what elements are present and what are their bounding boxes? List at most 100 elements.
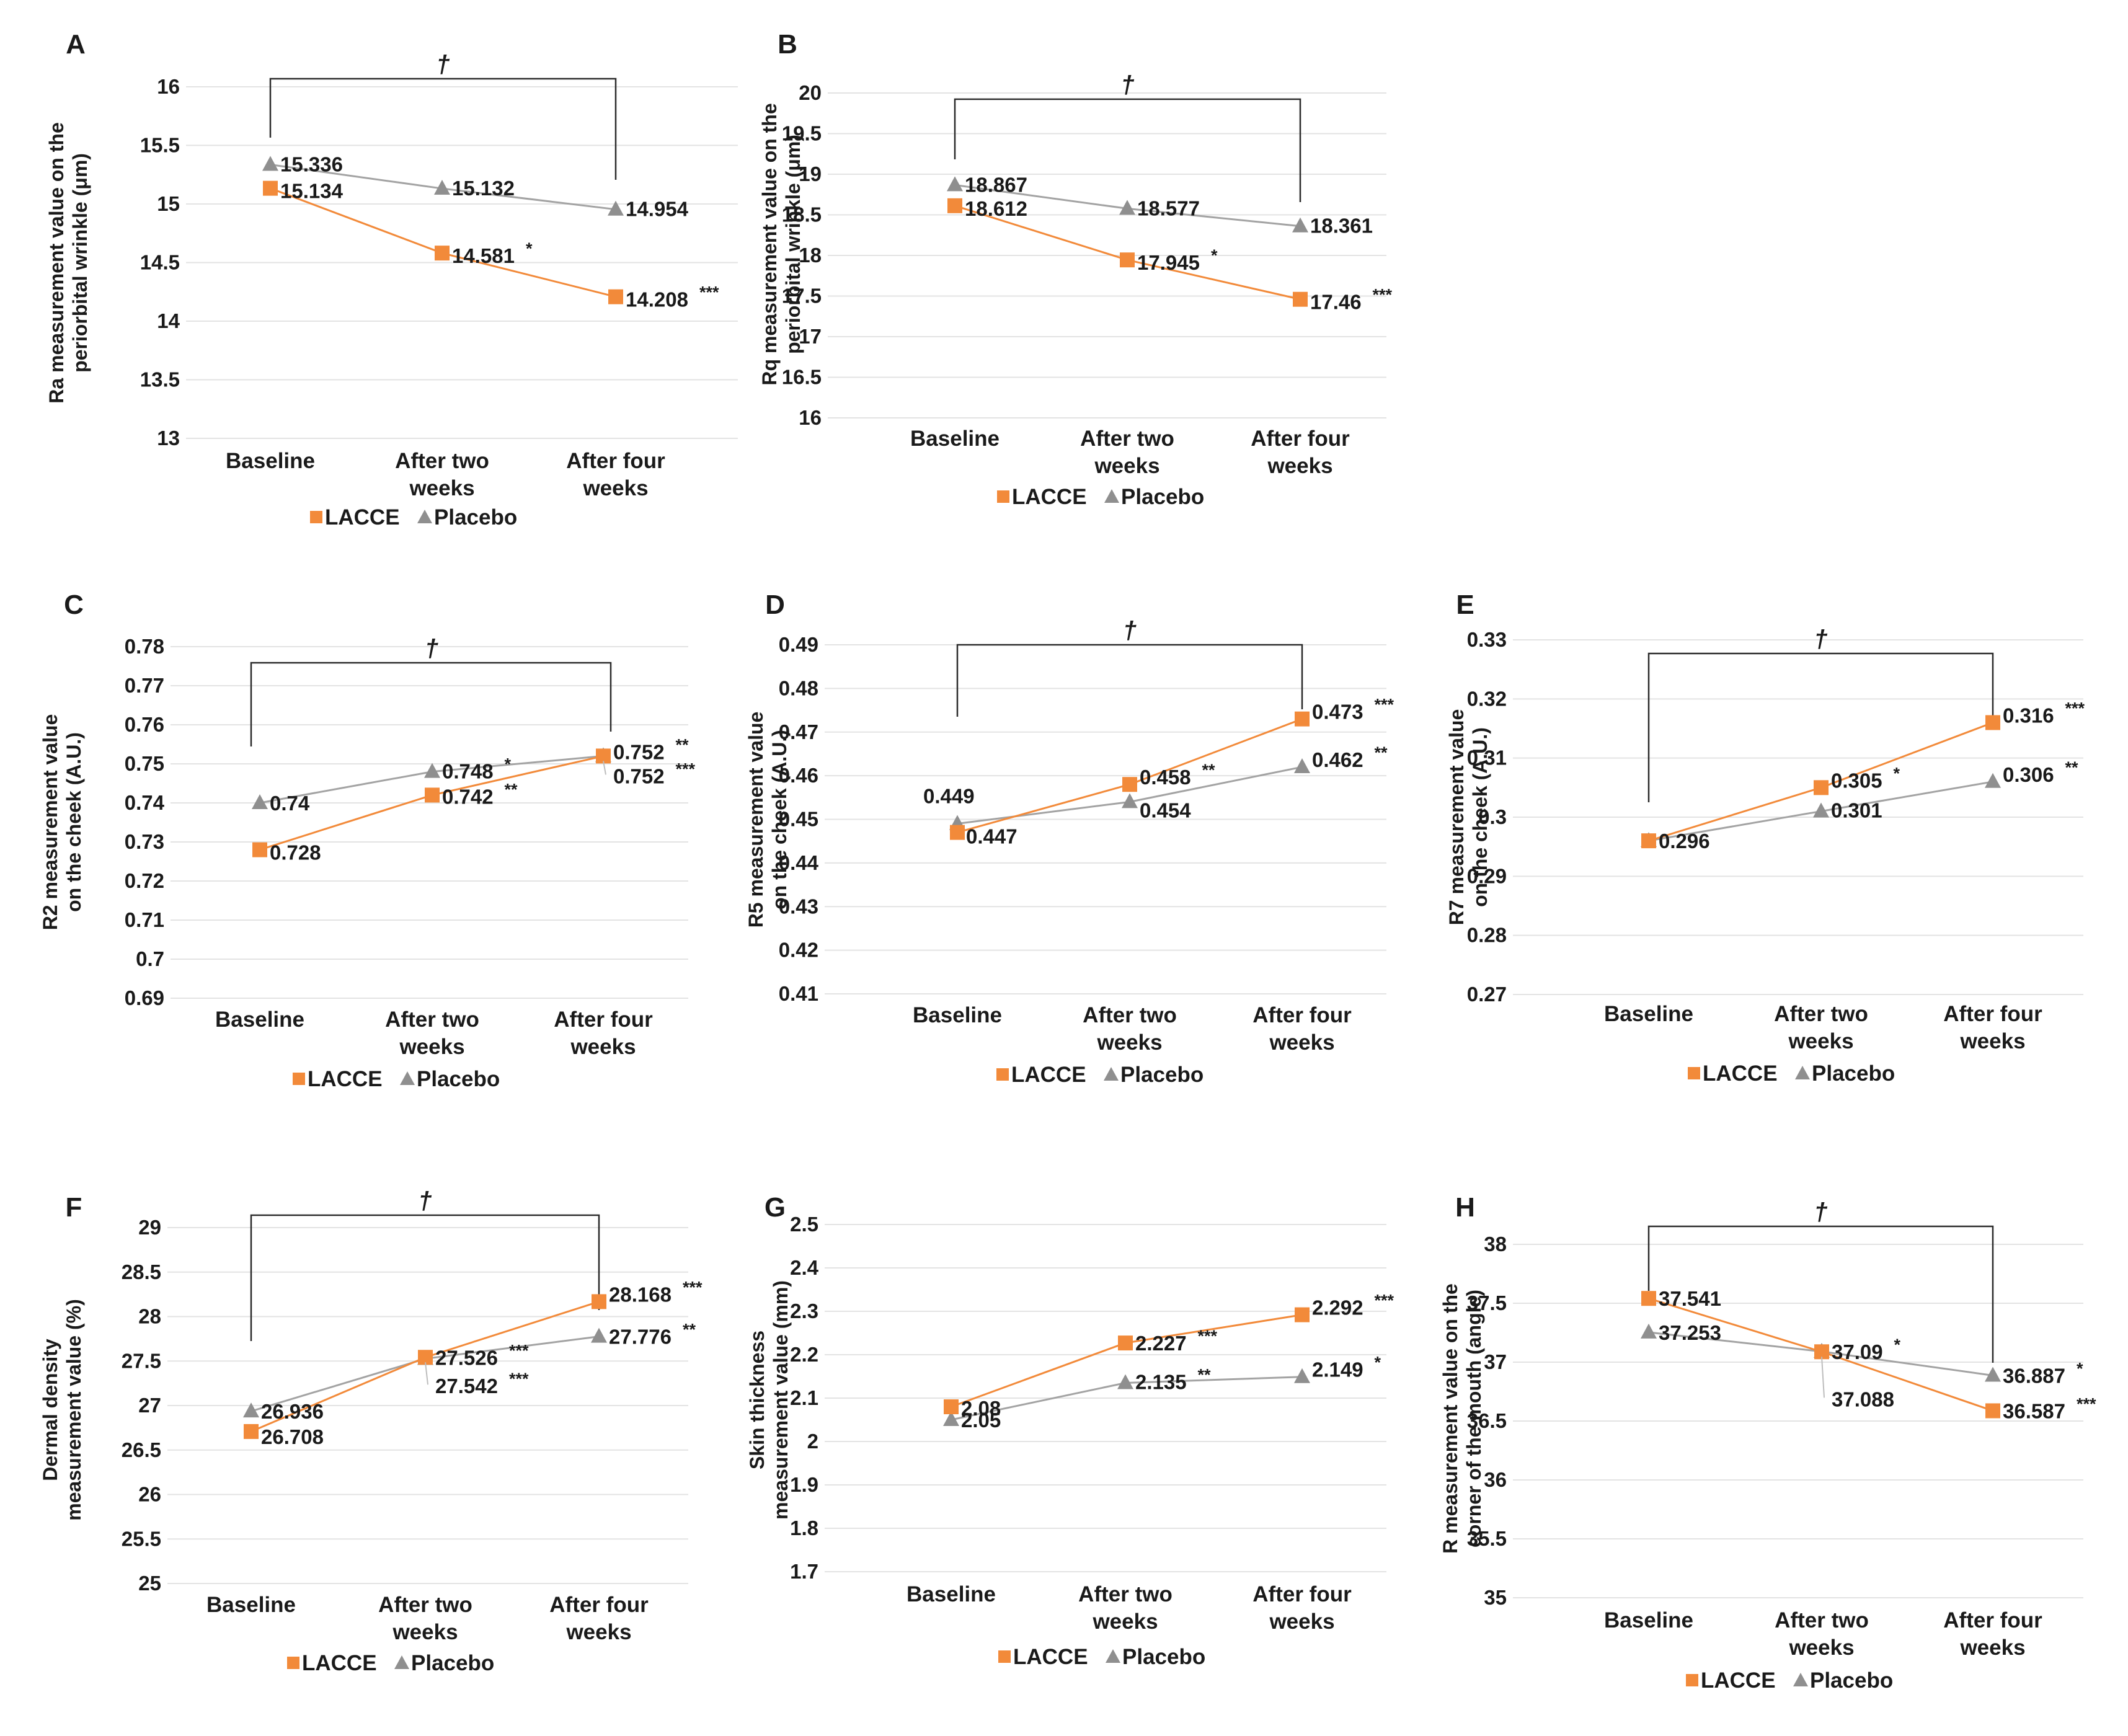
y-axis-title: Dermal densitymeasurement value (%) [39, 1299, 85, 1520]
lacce-marker [1118, 1335, 1133, 1351]
y-axis-title-line: Rq measurement value on the [758, 103, 781, 385]
placebo-marker [943, 1411, 959, 1426]
lacce-marker [608, 289, 623, 304]
x-category-label: After four [1943, 1608, 2042, 1632]
legend-lacce-label: LACCE [308, 1067, 383, 1091]
y-tick-label: 14 [157, 309, 180, 332]
legend-lacce-label: LACCE [1013, 1645, 1088, 1669]
lacce-data-label: 0.752 [613, 764, 665, 787]
y-tick-label: 0.48 [779, 676, 818, 699]
x-category-label: weeks [565, 1620, 631, 1644]
x-category-label: weeks [1959, 1029, 2025, 1053]
significance-bracket [269, 78, 617, 180]
x-category-label: After four [1252, 1582, 1352, 1606]
x-category-label: After four [554, 1008, 653, 1032]
y-tick-label: 20 [799, 81, 822, 104]
panel-f: F 25 25.5 26 26.5 27 27.5 28 28.5 29 Dermal densit… [39, 1187, 703, 1675]
y-tick-label: 18 [799, 244, 822, 267]
y-axis-title: R measurement value on thecorner of the … [1439, 1283, 1485, 1554]
lacce-data-label: 18.612 [965, 197, 1027, 220]
lacce-marker [1295, 1307, 1310, 1322]
y-tick-label: 0.41 [779, 982, 818, 1005]
x-category-label: Baseline [215, 1008, 304, 1032]
y-tick-label: 13.5 [140, 368, 180, 391]
placebo-marker [1641, 1323, 1657, 1339]
placebo-marker [1813, 802, 1829, 818]
y-axis-title-line: measurement value (mm) [769, 1280, 792, 1520]
x-category-label: weeks [1094, 454, 1159, 478]
y-tick-label: 0.74 [125, 791, 165, 814]
significance-stars: ** [683, 1321, 696, 1339]
legend-lacce-swatch [997, 490, 1009, 503]
significance-dagger: † [436, 51, 450, 78]
x-category-label: After two [1078, 1582, 1173, 1606]
y-axis-title-line: R7 measurement value [1445, 709, 1468, 926]
x-category-label: weeks [1788, 1636, 1854, 1660]
legend-placebo-label: Placebo [411, 1651, 494, 1675]
legend-lacce-label: LACCE [1011, 1063, 1086, 1087]
y-tick-label: 28.5 [122, 1260, 161, 1283]
y-tick-label: 2.4 [790, 1256, 819, 1279]
placebo-data-label: 0.306 [2003, 763, 2054, 786]
legend-placebo-label: Placebo [1122, 1645, 1205, 1669]
placebo-marker [1985, 773, 2001, 788]
significance-stars: * [526, 239, 533, 258]
legend-placebo-label: Placebo [1121, 485, 1204, 509]
placebo-marker [1117, 1374, 1133, 1389]
x-category-label: After two [395, 449, 489, 473]
lacce-data-label: 36.587 [2003, 1399, 2065, 1422]
placebo-marker [1122, 793, 1138, 808]
y-axis-title-line: corner of the mouth (angle) [1463, 1290, 1485, 1548]
y-tick-label: 2.5 [790, 1213, 818, 1236]
placebo-data-label: 0.74 [270, 792, 310, 815]
placebo-data-label: 15.132 [452, 177, 515, 200]
lacce-data-label: 17.46 [1310, 291, 1362, 314]
x-category-label: weeks [1269, 1030, 1334, 1055]
lacce-marker [592, 1294, 606, 1309]
placebo-marker [434, 180, 450, 195]
lacce-marker [1814, 780, 1829, 795]
y-tick-label: 17 [799, 325, 822, 348]
y-axis-title-line: R2 measurement value [39, 714, 61, 931]
placebo-data-label: 0.301 [1831, 799, 1882, 822]
x-category-label: After two [1775, 1608, 1869, 1632]
significance-stars: * [1211, 246, 1218, 265]
lacce-marker [947, 198, 962, 213]
lacce-marker [1120, 252, 1135, 268]
significance-bracket [1647, 652, 1994, 802]
y-tick-label: 29 [138, 1216, 161, 1239]
significance-bracket [1647, 1225, 1994, 1363]
y-tick-label: 0.47 [779, 720, 818, 743]
label-leader-line [1821, 1357, 1825, 1398]
lacce-data-label: 0.728 [270, 841, 321, 864]
y-tick-label: 16.5 [782, 366, 822, 389]
significance-stars: ** [1202, 761, 1216, 779]
y-tick-label: 0.32 [1467, 687, 1507, 710]
legend: LACCE Placebo [998, 1645, 1205, 1669]
lacce-data-label: 14.581 [452, 244, 515, 267]
y-tick-label: 0.69 [125, 986, 164, 1009]
legend-placebo-swatch [1104, 1067, 1119, 1081]
significance-dagger: † [1120, 71, 1134, 99]
panel-letter: E [1456, 590, 1474, 620]
legend: LACCE Placebo [996, 1063, 1204, 1087]
lacce-marker [1985, 1403, 2000, 1419]
y-tick-label: 26.5 [122, 1438, 161, 1461]
significance-stars: * [2077, 1359, 2083, 1378]
placebo-data-label: 2.149 [1312, 1358, 1363, 1381]
y-tick-label: 0.44 [779, 851, 819, 874]
x-category-label: weeks [409, 476, 474, 500]
placebo-marker [1292, 217, 1308, 232]
legend-placebo-swatch [417, 510, 432, 523]
y-tick-label: 0.73 [125, 830, 164, 853]
y-axis-title: R5 measurement valueon the cheek (A.U.) [745, 712, 791, 928]
x-category-label: weeks [1788, 1029, 1853, 1053]
significance-stars: *** [509, 1342, 529, 1360]
y-axis-title-line: periorbital wrinkle (μm) [782, 135, 804, 354]
y-tick-label: 0.75 [125, 752, 164, 775]
legend-placebo-swatch [1793, 1673, 1808, 1686]
significance-stars: *** [2065, 699, 2085, 717]
placebo-data-label: 27.526 [435, 1347, 498, 1370]
x-category-label: After four [549, 1593, 649, 1617]
legend-lacce-label: LACCE [1701, 1668, 1776, 1693]
